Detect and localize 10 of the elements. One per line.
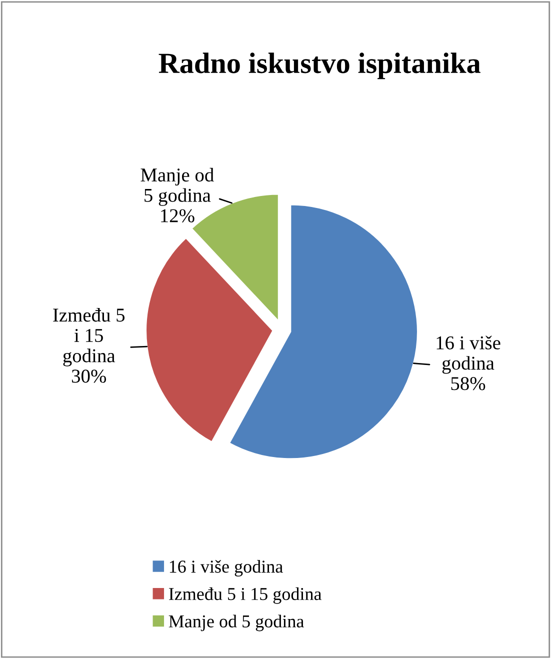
data-label: 30%	[72, 370, 106, 383]
legend-label: Manje od 5 godina	[168, 614, 304, 632]
data-label: 58%	[451, 377, 486, 390]
slice-label: Manje od 5 godina	[140, 168, 214, 206]
legend-label: 16 i više godina	[170, 560, 283, 576]
slice-label: Između 5 i 15 godina	[53, 308, 125, 366]
chart-title: Radno iskustvo ispitanika	[158, 52, 480, 80]
data-label: 12%	[161, 209, 194, 222]
legend-label: Između 5 i 15 godina	[168, 587, 322, 604]
slice-label: 16 i više godina	[436, 336, 500, 374]
